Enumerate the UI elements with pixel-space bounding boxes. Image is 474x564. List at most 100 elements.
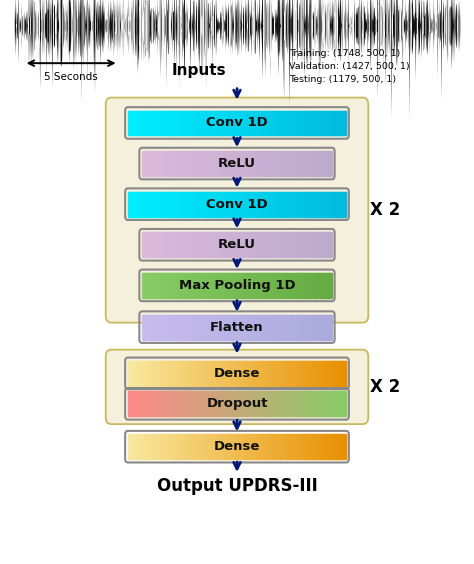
Bar bbox=[225, 361, 227, 386]
Bar bbox=[273, 192, 274, 217]
Bar bbox=[298, 151, 299, 176]
Bar bbox=[337, 391, 338, 416]
Bar bbox=[222, 391, 223, 416]
Bar bbox=[297, 315, 298, 340]
Bar bbox=[171, 111, 172, 135]
Bar bbox=[146, 315, 147, 340]
Bar bbox=[200, 434, 201, 459]
Bar bbox=[301, 232, 302, 257]
Bar bbox=[201, 315, 202, 340]
Bar bbox=[216, 361, 217, 386]
Bar bbox=[267, 273, 268, 298]
Bar bbox=[157, 192, 158, 217]
Bar bbox=[224, 111, 225, 135]
Bar bbox=[278, 273, 279, 298]
Bar bbox=[319, 232, 320, 257]
Bar bbox=[152, 111, 153, 135]
Bar bbox=[247, 111, 248, 135]
Bar bbox=[250, 434, 251, 459]
Bar bbox=[253, 111, 254, 135]
Bar bbox=[285, 315, 286, 340]
Bar bbox=[167, 361, 168, 386]
Bar bbox=[261, 361, 262, 386]
Bar bbox=[167, 273, 168, 298]
Bar bbox=[196, 434, 197, 459]
Bar bbox=[327, 192, 328, 217]
Bar bbox=[254, 273, 255, 298]
Bar bbox=[187, 391, 188, 416]
Bar bbox=[290, 391, 291, 416]
Bar bbox=[185, 391, 186, 416]
Bar bbox=[303, 151, 304, 176]
Bar bbox=[305, 361, 306, 386]
Bar bbox=[262, 273, 263, 298]
Bar bbox=[253, 315, 254, 340]
Bar bbox=[286, 361, 287, 386]
Bar bbox=[176, 361, 177, 386]
Bar bbox=[132, 434, 133, 459]
Bar bbox=[316, 151, 317, 176]
Bar bbox=[328, 192, 329, 217]
Bar bbox=[214, 434, 215, 459]
Bar bbox=[159, 434, 160, 459]
Bar bbox=[330, 232, 331, 257]
Bar bbox=[209, 192, 210, 217]
Bar bbox=[272, 151, 273, 176]
Bar bbox=[193, 232, 194, 257]
Bar bbox=[268, 273, 269, 298]
Bar bbox=[294, 315, 295, 340]
Bar bbox=[239, 434, 240, 459]
Bar bbox=[241, 361, 242, 386]
Bar bbox=[240, 111, 241, 135]
Bar bbox=[332, 434, 333, 459]
Bar bbox=[271, 273, 272, 298]
Bar bbox=[265, 111, 266, 135]
Bar bbox=[324, 192, 325, 217]
Bar bbox=[264, 151, 265, 176]
Bar bbox=[184, 434, 185, 459]
Bar bbox=[161, 315, 162, 340]
Bar bbox=[237, 273, 238, 298]
Bar bbox=[253, 232, 254, 257]
Bar bbox=[282, 391, 283, 416]
Bar bbox=[254, 391, 255, 416]
Bar bbox=[279, 273, 280, 298]
Bar bbox=[276, 434, 277, 459]
Bar bbox=[327, 361, 328, 386]
Bar bbox=[264, 273, 265, 298]
Bar bbox=[300, 111, 301, 135]
Bar bbox=[188, 192, 189, 217]
Bar bbox=[235, 391, 236, 416]
Bar bbox=[229, 315, 230, 340]
Bar bbox=[237, 273, 238, 298]
Bar bbox=[286, 151, 287, 176]
Bar bbox=[247, 315, 248, 340]
Bar bbox=[150, 434, 151, 459]
Bar bbox=[137, 361, 138, 386]
Bar bbox=[301, 361, 302, 386]
Bar bbox=[233, 391, 234, 416]
Bar bbox=[143, 273, 144, 298]
Bar bbox=[231, 192, 232, 217]
Bar bbox=[180, 192, 181, 217]
Bar bbox=[171, 434, 172, 459]
Bar bbox=[169, 434, 170, 459]
Bar bbox=[188, 232, 189, 257]
Bar bbox=[249, 361, 250, 386]
Bar bbox=[237, 151, 238, 176]
Bar bbox=[193, 273, 194, 298]
Bar bbox=[171, 232, 172, 257]
Bar bbox=[128, 111, 129, 135]
Bar bbox=[281, 273, 282, 298]
Bar bbox=[277, 361, 278, 386]
Bar bbox=[161, 192, 162, 217]
Bar bbox=[210, 361, 211, 386]
Bar bbox=[131, 434, 132, 459]
Bar bbox=[198, 434, 199, 459]
Bar bbox=[278, 192, 279, 217]
Bar bbox=[222, 315, 223, 340]
Bar bbox=[140, 361, 141, 386]
Bar bbox=[201, 361, 202, 386]
Bar bbox=[169, 315, 170, 340]
Bar bbox=[331, 361, 332, 386]
